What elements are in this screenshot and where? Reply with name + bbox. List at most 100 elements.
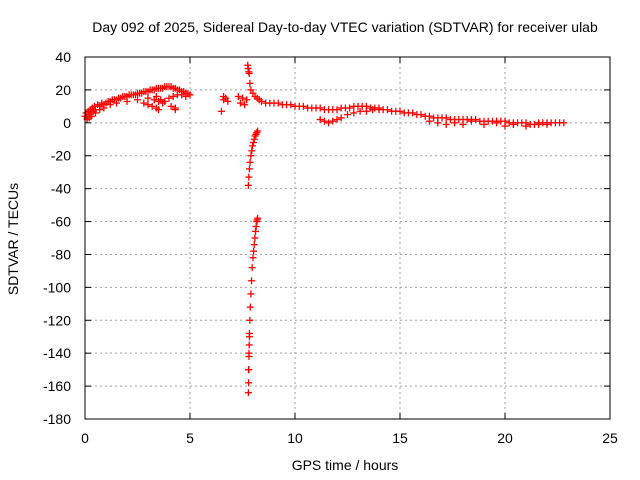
data-point-plus-marker	[140, 99, 148, 107]
data-point-plus-marker	[442, 120, 450, 128]
data-point-plus-marker	[254, 127, 262, 135]
data-point-plus-marker	[245, 379, 253, 387]
data-point-plus-marker	[220, 96, 228, 104]
data-point-plus-marker	[92, 109, 99, 117]
x-tick-label: 10	[287, 430, 303, 446]
data-point-plus-marker	[250, 241, 258, 249]
y-tick-label: -100	[43, 279, 71, 295]
data-point-plus-marker	[246, 79, 254, 87]
data-point-plus-marker	[248, 264, 256, 272]
points-layer	[81, 61, 568, 397]
data-point-plus-marker	[241, 101, 249, 109]
data-point-plus-marker	[100, 104, 108, 112]
data-point-plus-marker	[316, 104, 324, 112]
y-tick-label: -160	[43, 378, 71, 394]
x-tick-label: 15	[392, 430, 408, 446]
x-tick-label: 5	[186, 430, 194, 446]
data-point-plus-marker	[383, 106, 391, 114]
data-point-plus-marker	[245, 69, 253, 77]
y-tick-label: -40	[51, 181, 71, 197]
data-point-plus-marker	[178, 91, 186, 99]
data-point-plus-marker	[434, 119, 442, 127]
y-tick-label: 40	[55, 49, 71, 65]
data-point-plus-marker	[157, 96, 165, 104]
data-point-plus-marker	[299, 102, 307, 110]
data-point-plus-marker	[320, 117, 328, 125]
data-point-plus-marker	[333, 116, 341, 124]
data-point-plus-marker	[155, 106, 162, 114]
data-point-plus-marker	[369, 106, 377, 114]
data-point-plus-marker	[251, 132, 259, 140]
data-point-plus-marker	[522, 122, 530, 130]
data-point-plus-marker	[560, 119, 568, 127]
data-point-plus-marker	[480, 120, 488, 128]
data-point-plus-marker	[144, 101, 152, 109]
y-tick-label: -60	[51, 214, 71, 230]
data-point-plus-marker	[246, 158, 254, 166]
y-tick-label: -20	[51, 148, 71, 164]
data-point-plus-marker	[247, 152, 255, 160]
data-point-plus-marker	[253, 129, 261, 137]
data-point-plus-marker	[535, 120, 543, 128]
plot-frame	[84, 56, 611, 420]
data-point-plus-marker	[509, 120, 517, 128]
data-point-plus-marker	[451, 119, 459, 127]
data-point-plus-marker	[333, 106, 341, 114]
data-point-plus-marker	[123, 97, 131, 105]
data-point-plus-marker	[245, 333, 253, 341]
grid-layer	[85, 57, 610, 419]
data-point-plus-marker	[144, 94, 152, 102]
data-point-plus-marker	[501, 122, 509, 130]
data-point-plus-marker	[113, 99, 120, 107]
data-point-plus-marker	[274, 99, 282, 107]
data-point-plus-marker	[248, 147, 256, 155]
data-point-plus-marker	[325, 119, 333, 127]
data-point-plus-marker	[236, 99, 244, 107]
data-point-plus-marker	[96, 106, 104, 114]
data-point-plus-marker	[356, 107, 364, 115]
data-point-plus-marker	[459, 120, 467, 128]
data-point-plus-marker	[249, 139, 257, 147]
data-point-plus-marker	[362, 107, 370, 115]
x-tick-label: 0	[81, 430, 89, 446]
y-tick-label: 20	[55, 82, 71, 98]
data-point-plus-marker	[243, 96, 251, 104]
data-point-plus-marker	[167, 102, 175, 110]
data-point-plus-marker	[234, 92, 242, 100]
data-point-plus-marker	[425, 117, 433, 125]
data-point-plus-marker	[246, 303, 254, 311]
x-tick-label: 25	[602, 430, 618, 446]
data-point-plus-marker	[257, 97, 265, 105]
data-point-plus-marker	[409, 109, 417, 117]
data-point-plus-marker	[106, 101, 114, 109]
data-point-plus-marker	[244, 181, 252, 189]
data-point-plus-marker	[344, 111, 351, 119]
data-point-plus-marker	[245, 366, 253, 374]
y-axis-label: SDTVAR / TECUs	[5, 183, 21, 295]
data-point-plus-marker	[254, 214, 262, 222]
data-point-plus-marker	[543, 120, 551, 128]
data-point-plus-marker	[375, 106, 383, 114]
data-point-plus-marker	[396, 107, 404, 115]
data-point-plus-marker	[169, 92, 177, 100]
data-point-plus-marker	[250, 135, 258, 143]
data-point-plus-marker	[251, 234, 259, 242]
data-point-plus-marker	[287, 101, 295, 109]
y-tick-label: 0	[63, 115, 71, 131]
x-tick-label: 20	[497, 430, 513, 446]
data-point-plus-marker	[245, 165, 253, 173]
data-point-plus-marker	[152, 92, 160, 100]
data-point-plus-marker	[350, 109, 358, 117]
data-point-plus-marker	[252, 130, 260, 138]
data-point-plus-marker	[442, 114, 450, 122]
data-point-plus-marker	[472, 116, 480, 124]
data-point-plus-marker	[417, 111, 425, 119]
y-tick-label: -180	[43, 411, 71, 427]
data-point-plus-marker	[316, 116, 324, 124]
chart-title: Day 092 of 2025, Sidereal Day-to-day VTE…	[92, 19, 598, 35]
data-point-plus-marker	[161, 97, 169, 105]
data-point-plus-marker	[249, 142, 257, 150]
data-point-plus-marker	[239, 94, 246, 102]
data-point-plus-marker	[250, 247, 258, 255]
data-point-plus-marker	[249, 254, 257, 262]
